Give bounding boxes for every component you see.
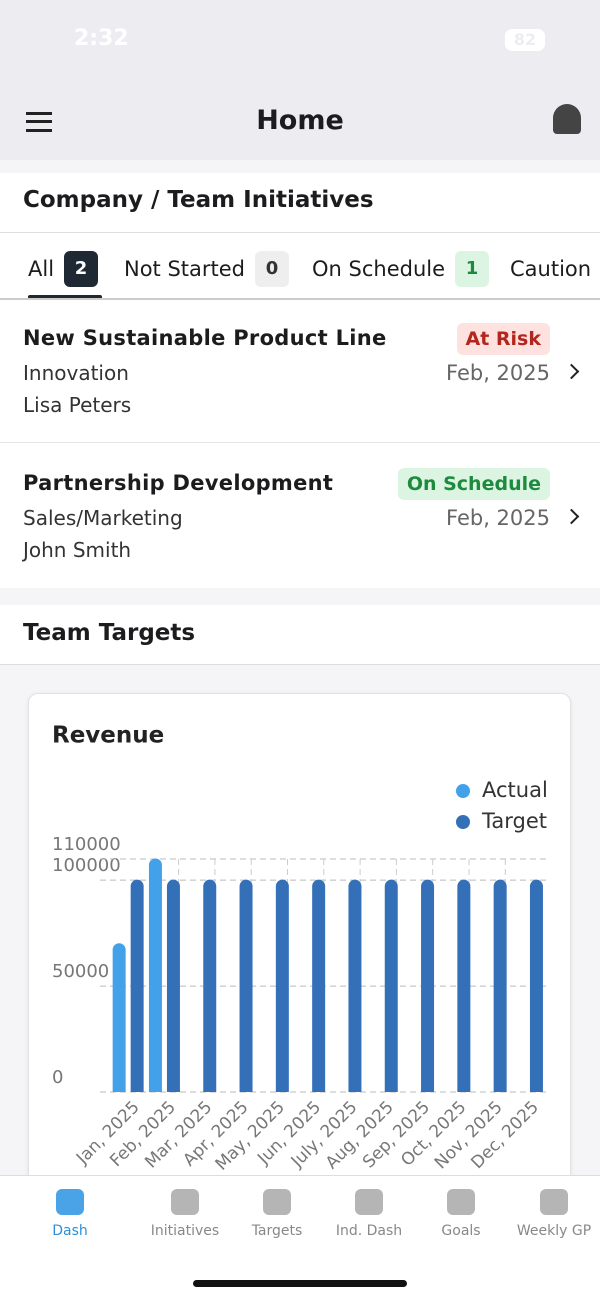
tab-indicator [28, 295, 102, 300]
tab-count: 2 [64, 251, 99, 287]
initiative-category: Innovation [23, 361, 129, 385]
initiative-owner: Lisa Peters [23, 393, 132, 417]
menu-button[interactable] [26, 112, 52, 132]
bar [275, 879, 289, 1092]
battery: 82 [505, 29, 545, 51]
initiative-date: Feb, 2025 [446, 361, 550, 385]
initiative-owner: John Smith [23, 538, 132, 562]
bar [529, 879, 543, 1092]
top-bar [0, 0, 600, 160]
legend-label: Target [481, 809, 547, 833]
nav-label: Dash [52, 1223, 88, 1239]
chart-title: Revenue [52, 723, 164, 749]
initiative-date: Feb, 2025 [446, 506, 550, 530]
nav-icon [355, 1189, 383, 1215]
tab-count: 0 [255, 251, 290, 287]
bar [457, 879, 471, 1092]
y-tick-label: 110000 [52, 834, 121, 855]
nav-item[interactable]: Dash [20, 1175, 120, 1245]
bar [239, 879, 253, 1092]
y-tick-label: 50000 [52, 961, 109, 982]
nav-icon [447, 1189, 475, 1215]
y-tick-label: 100000 [52, 855, 121, 876]
section-title: Team Targets [23, 620, 196, 646]
nav-label: Weekly GP [516, 1223, 592, 1239]
bar [166, 879, 180, 1092]
targets-header [0, 605, 600, 665]
section-title: Company / Team Initiatives [23, 187, 374, 213]
bar [148, 858, 162, 1092]
nav-item[interactable]: Goals [411, 1175, 511, 1245]
nav-label: Initiatives [150, 1223, 220, 1239]
nav-item[interactable]: Initiatives [135, 1175, 235, 1245]
status-badge: At Risk [456, 323, 550, 355]
nav-item[interactable]: Targets [227, 1175, 327, 1245]
tab[interactable]: All 2 [28, 240, 99, 298]
legend-marker [456, 815, 470, 829]
bar [203, 879, 217, 1092]
bar [312, 879, 326, 1092]
tab[interactable]: Caution [510, 240, 591, 298]
bar [384, 879, 398, 1092]
tab-label: All [28, 257, 55, 281]
bar [421, 879, 435, 1092]
status-time: 2:32 [74, 26, 129, 51]
tab[interactable]: On Schedule 1 [312, 240, 490, 298]
bar [348, 879, 362, 1092]
nav-label: Ind. Dash [335, 1223, 403, 1239]
bottom-nav [0, 1175, 600, 1300]
divider [0, 298, 600, 300]
initiative-name: Partnership Development [23, 471, 334, 495]
status-badge: On Schedule [397, 468, 550, 500]
divider [0, 232, 600, 233]
initiative-name: New Sustainable Product Line [23, 326, 387, 350]
nav-label: Goals [441, 1223, 481, 1239]
nav-item[interactable]: Ind. Dash [319, 1175, 419, 1245]
nav-icon [540, 1189, 568, 1215]
y-tick-label: 0 [52, 1067, 63, 1088]
home-indicator [193, 1280, 407, 1287]
page-title: Home [256, 105, 344, 136]
bar [112, 943, 126, 1092]
initiative-row[interactable] [0, 300, 600, 443]
tab-count: 1 [455, 251, 490, 287]
tab-label: On Schedule [312, 257, 446, 281]
legend-label: Actual [482, 778, 548, 802]
nav-icon [263, 1189, 291, 1215]
initiative-category: Sales/Marketing [23, 506, 183, 530]
nav-icon [56, 1189, 84, 1215]
nav-icon [171, 1189, 199, 1215]
nav-items: Dash Initiatives Targets Ind. Dash Goals Week… [0, 1175, 600, 1300]
bar [493, 879, 507, 1092]
tab-label: Not Started [124, 257, 246, 281]
notifications-button[interactable] [553, 104, 581, 134]
bar [130, 879, 144, 1092]
nav-item[interactable]: Weekly GP [504, 1175, 600, 1245]
tab[interactable]: Not Started 0 [124, 240, 290, 298]
initiatives-section [0, 173, 600, 588]
legend-marker [456, 784, 470, 798]
nav-label: Targets [251, 1223, 303, 1239]
tab-label: Caution [510, 257, 592, 281]
